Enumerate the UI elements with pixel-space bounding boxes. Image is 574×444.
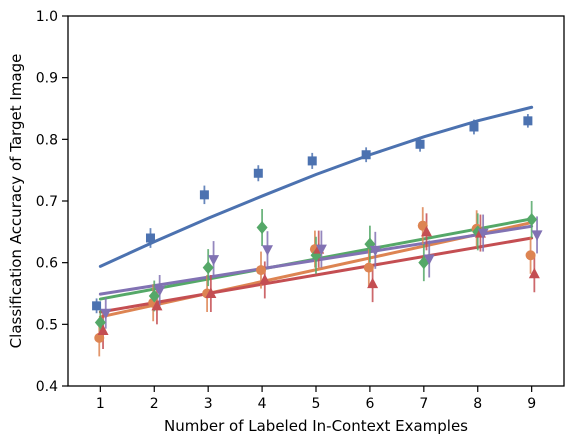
data-point-series-1 [469, 122, 479, 132]
data-point-series-5 [208, 255, 220, 266]
data-point-series-2 [525, 250, 536, 261]
data-point-series-5 [369, 245, 381, 257]
fit-line-series-4 [98, 236, 534, 314]
data-point-series-4 [367, 277, 379, 289]
data-point-series-1 [199, 190, 209, 200]
data-point-series-4 [528, 267, 540, 279]
data-point-series-5 [531, 230, 543, 241]
x-tick-label: 3 [204, 396, 213, 412]
plot-frame [67, 15, 565, 387]
data-point-series-3 [526, 213, 538, 226]
data-point-series-5 [261, 245, 273, 256]
x-axis-label: Number of Labeled In-Context Examples [164, 417, 468, 435]
y-axis-label: Classification Accuracy of Target Image [7, 54, 25, 349]
fit-lines [98, 105, 534, 319]
x-tick-label: 7 [419, 396, 428, 412]
data-point-series-1 [361, 150, 371, 160]
data-point-series-5 [315, 244, 327, 256]
y-tick-label: 0.7 [36, 194, 58, 210]
data-point-series-2 [256, 265, 267, 276]
x-tick-label: 2 [150, 396, 159, 412]
y-tick-label: 0.5 [36, 317, 58, 333]
data-point-series-4 [259, 273, 271, 285]
fit-line-series-1 [98, 105, 534, 268]
data-point-series-1 [415, 139, 425, 149]
x-tick-label: 1 [96, 396, 105, 412]
data-point-series-4 [97, 324, 109, 335]
data-point-series-5 [423, 254, 435, 265]
x-axis-ticks: 1 2 3 4 5 6 7 8 9 [96, 386, 536, 412]
data-point-series-4 [421, 225, 433, 237]
y-axis-ticks: 0.4 0.5 0.6 0.7 0.8 0.9 1.0 [36, 9, 68, 395]
data-point-series-2 [417, 220, 428, 231]
data-point-series-1 [92, 301, 102, 311]
data-point-series-1 [253, 168, 263, 178]
data-point-series-1 [145, 233, 155, 243]
x-tick-label: 9 [527, 396, 536, 412]
data-point-series-5 [154, 285, 166, 297]
data-point-series-3 [256, 221, 268, 235]
y-tick-label: 1.0 [36, 9, 58, 25]
x-tick-label: 8 [473, 396, 482, 412]
data-point-series-5 [477, 228, 489, 240]
data-point-series-3 [202, 261, 214, 275]
x-tick-label: 5 [312, 396, 321, 412]
y-tick-label: 0.4 [36, 379, 58, 395]
x-tick-label: 4 [258, 396, 267, 412]
x-tick-label: 6 [365, 396, 374, 412]
data-point-series-4 [151, 299, 163, 311]
y-tick-label: 0.9 [36, 71, 58, 87]
data-point-series-1 [307, 156, 317, 166]
data-point-series-3 [148, 289, 160, 303]
data-point-series-1 [523, 116, 533, 126]
data-point-series-4 [205, 287, 217, 298]
y-tick-label: 0.6 [36, 256, 58, 272]
data-point-series-5 [100, 308, 112, 320]
y-tick-label: 0.8 [36, 132, 58, 148]
data-point-series-2 [94, 332, 105, 343]
data-point-series-2 [363, 262, 374, 273]
data-markers [92, 116, 543, 343]
